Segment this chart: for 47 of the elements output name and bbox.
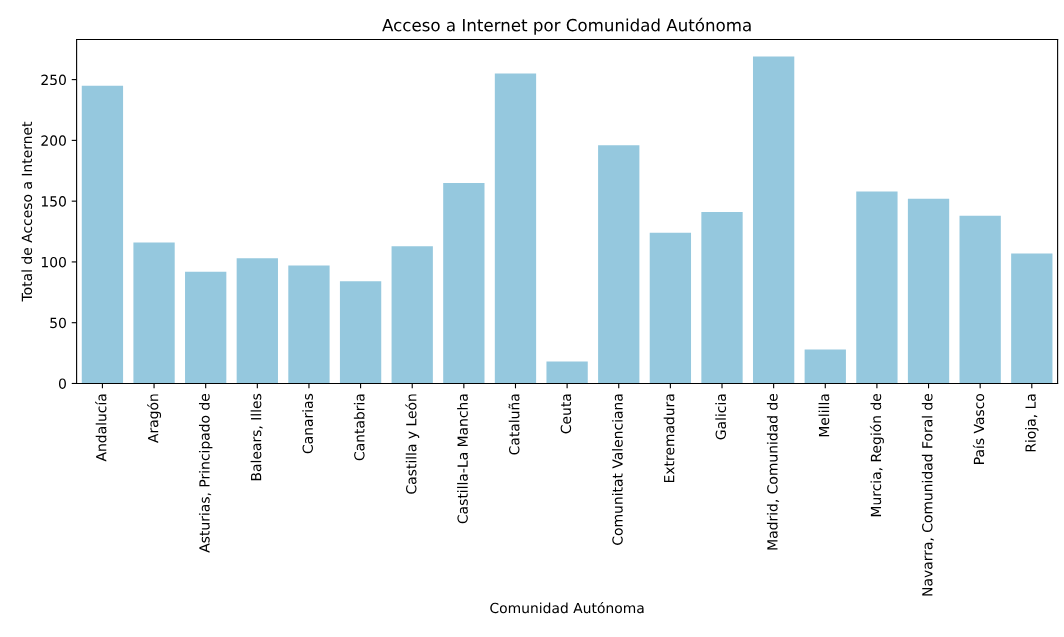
bar: [546, 361, 588, 384]
x-tick-label: Extremadura: [663, 394, 675, 483]
x-tick-label: Canarias: [302, 393, 313, 454]
y-tick-label: 0: [58, 378, 66, 389]
bar: [598, 145, 640, 384]
bar: [752, 56, 795, 384]
x-axis-title: Comunidad Autónoma: [490, 601, 644, 614]
x-tick-label: Murcia, Región de: [869, 393, 884, 517]
bar: [236, 258, 278, 384]
x-tick-label: Asturias, Principado de: [198, 393, 213, 553]
x-tick-label: Madrid, Comunidad de: [766, 393, 780, 550]
x-tick-label: Ceuta: [560, 394, 572, 434]
bar: [133, 242, 175, 384]
y-tick-label: 200: [41, 135, 66, 146]
x-tick-label: Melilla: [818, 394, 830, 437]
bar: [856, 191, 898, 384]
bar: [959, 215, 1001, 384]
x-tick-label: Aragón: [147, 394, 162, 443]
y-tick-label: 50: [50, 317, 66, 329]
bar: [443, 182, 485, 384]
bar: [339, 281, 382, 384]
bar: [649, 232, 692, 384]
x-tick-label: Castilla-La Mancha: [457, 394, 468, 524]
y-tick-label: 150: [41, 196, 66, 207]
x-tick-label: Rioja, La: [1025, 394, 1039, 452]
x-tick-label: Andalucía: [95, 394, 107, 462]
bar: [185, 271, 227, 384]
bar: [288, 265, 330, 384]
x-tick-label: Castilla y León: [405, 394, 420, 494]
x-tick-label: Galicia: [715, 394, 727, 440]
bar: [804, 349, 846, 384]
x-tick-label: País Vasco: [972, 393, 985, 464]
x-tick-label: Cantabria: [353, 394, 365, 461]
y-tick-label: 100: [41, 256, 66, 268]
bar: [701, 212, 743, 384]
bar: [907, 198, 950, 384]
x-tick-label: Navarra, Comunidad Foral de: [921, 393, 934, 596]
bar: [1011, 253, 1053, 384]
bar: [391, 246, 433, 384]
bar: [494, 73, 537, 384]
chart-title: Acceso a Internet por Comunidad Autónoma: [382, 17, 751, 35]
bar: [81, 85, 124, 384]
y-tick-label: 250: [41, 74, 66, 86]
x-tick-label: Balears, Illes: [250, 393, 263, 481]
x-tick-label: Comunitat Valenciana: [612, 394, 623, 545]
x-tick-label: Cataluña: [508, 394, 520, 455]
y-axis-title: Total de Acceso a Internet: [21, 121, 33, 302]
